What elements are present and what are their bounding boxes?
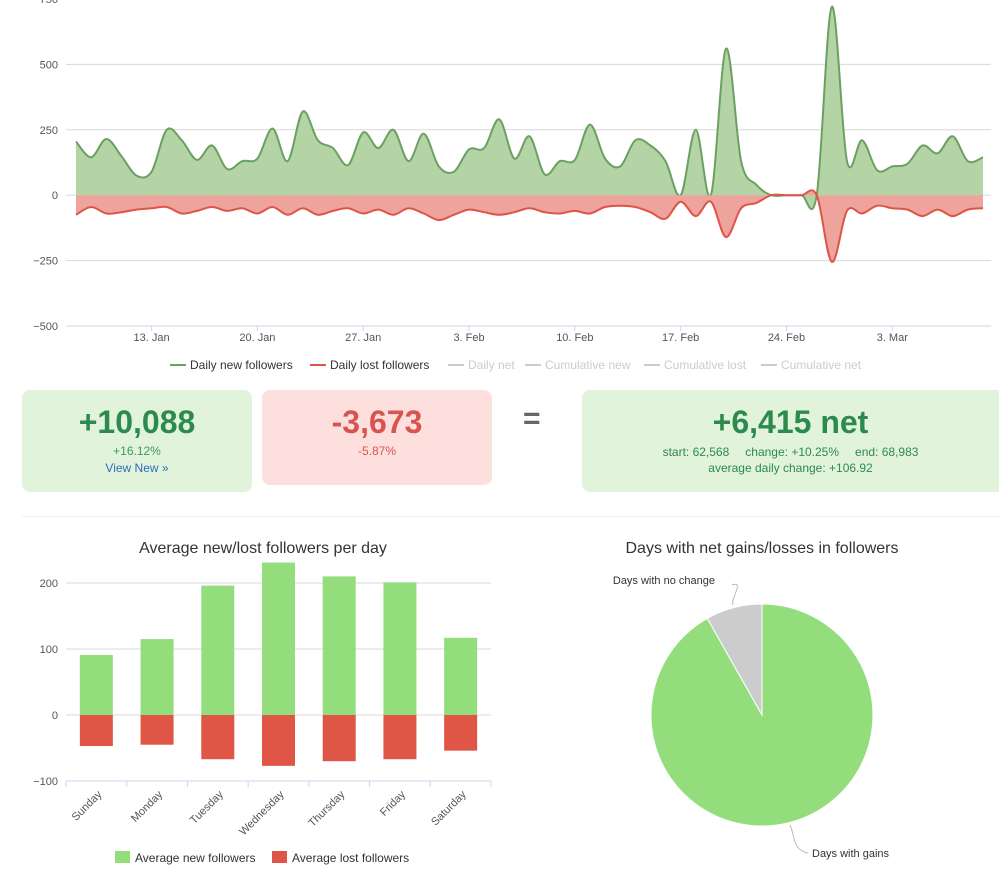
bar-new-followers	[201, 585, 235, 715]
x-tick-label: Monday	[129, 788, 166, 825]
legend-swatch	[272, 851, 287, 863]
bar-new-followers	[262, 562, 295, 715]
legend-label: Cumulative lost	[664, 358, 747, 372]
x-tick-label: 13. Jan	[134, 332, 170, 344]
x-tick-label: 3. Feb	[453, 332, 484, 344]
bar-lost-followers	[322, 715, 356, 762]
new-followers-line	[75, 5, 984, 211]
lost-followers-area	[76, 190, 983, 263]
pie-slice-gains	[650, 603, 874, 827]
equals-sign: =	[523, 402, 541, 435]
y-tick-label: 100	[40, 644, 58, 656]
y-tick-label: 200	[40, 578, 58, 590]
legend-label: Cumulative net	[781, 358, 862, 372]
bar-lost-followers	[383, 715, 417, 760]
y-tick-label: 0	[52, 190, 58, 202]
bar-lost-followers	[262, 715, 295, 766]
net-followers-card: +6,415 net start: 62,568 change: +10.25% e…	[582, 390, 999, 492]
start-value: start: 62,568	[662, 445, 730, 459]
bar-new-followers	[383, 582, 417, 715]
bar-chart-title: Average new/lost followers per day	[139, 540, 387, 557]
change-value: change: +10.25%	[745, 445, 840, 459]
x-tick-label: Saturday	[429, 788, 469, 828]
bar-lost-followers	[79, 715, 113, 747]
pie-label-no-change: Days with no change	[613, 575, 715, 587]
end-value: end: 68,983	[855, 445, 919, 459]
y-tick-label: 750	[40, 0, 58, 6]
lost-followers-pct: -5.87%	[357, 444, 397, 458]
legend-item[interactable]: Average lost followers	[272, 851, 409, 865]
bar-new-followers	[444, 637, 478, 715]
legend-item[interactable]: Average new followers	[115, 851, 256, 865]
new-followers-pct: +16.12%	[113, 444, 161, 458]
x-tick-label: 3. Mar	[877, 332, 909, 344]
x-tick-label: Thursday	[306, 788, 347, 829]
section-divider	[22, 516, 999, 517]
label-connector	[789, 824, 809, 854]
net-followers-total: +6,415 net	[712, 404, 869, 440]
x-tick-label: 17. Feb	[662, 332, 699, 344]
net-days-pie-chart: Days with net gains/losses in followers D…	[613, 540, 899, 860]
legend-item[interactable]: Cumulative lost	[644, 358, 747, 372]
pie-slice-no-change	[706, 603, 763, 717]
legend-label: Daily new followers	[190, 358, 293, 372]
lost-followers-card: -3,673 -5.87%	[262, 390, 492, 485]
bar-lost-followers	[201, 715, 235, 760]
y-tick-label: −500	[33, 321, 58, 333]
legend-item[interactable]: Daily net	[448, 358, 515, 372]
y-tick-label: −250	[33, 256, 58, 268]
y-tick-label: 0	[52, 710, 58, 722]
legend-label: Cumulative new	[545, 358, 631, 372]
y-tick-label: 250	[40, 125, 58, 137]
legend-swatch	[115, 851, 130, 863]
x-tick-label: 10. Feb	[556, 332, 593, 344]
legend-label: Average lost followers	[292, 851, 409, 865]
average-daily-change: average daily change: +106.92	[708, 461, 873, 475]
new-followers-card: +10,088 +16.12% View New »	[22, 390, 252, 492]
x-tick-label: Wednesday	[237, 788, 287, 838]
y-tick-label: 500	[40, 59, 58, 71]
pie-label-gains: Days with gains	[812, 848, 890, 860]
bar-new-followers	[79, 654, 113, 715]
x-tick-label: 27. Jan	[345, 332, 381, 344]
legend-item[interactable]: Daily new followers	[170, 358, 293, 372]
y-tick-label: −100	[33, 776, 58, 788]
legend-label: Daily net	[468, 358, 515, 372]
legend-label: Average new followers	[135, 851, 256, 865]
legend-item[interactable]: Daily lost followers	[310, 358, 429, 372]
lost-followers-line	[75, 189, 984, 263]
x-tick-label: Friday	[378, 788, 408, 818]
bar-lost-followers	[444, 715, 478, 751]
legend-item[interactable]: Cumulative net	[761, 358, 862, 372]
legend-item[interactable]: Cumulative new	[525, 358, 631, 372]
net-followers-details: start: 62,568 change: +10.25% end: 68,983	[582, 445, 999, 459]
x-tick-label: 24. Feb	[768, 332, 805, 344]
bar-new-followers	[322, 576, 356, 715]
bar-lost-followers	[140, 715, 174, 745]
lost-followers-total: -3,673	[331, 404, 423, 440]
new-followers-total: +10,088	[78, 404, 196, 440]
x-tick-label: 20. Jan	[239, 332, 275, 344]
view-new-link[interactable]: View New »	[105, 461, 169, 475]
label-connector	[731, 583, 738, 606]
weekday-bar-chart: Average new/lost followers per day −100 0 1…	[33, 540, 492, 865]
pie-chart-title: Days with net gains/losses in followers	[625, 540, 898, 557]
x-tick-label: Tuesday	[188, 788, 226, 826]
followers-timeline-chart: −500 −250 0 250 500 750 13. Jan 20. Jan 27. Jan 3…	[33, 0, 991, 372]
bar-new-followers	[140, 639, 174, 715]
new-followers-area	[76, 6, 983, 210]
x-tick-label: Sunday	[70, 788, 105, 823]
legend-label: Daily lost followers	[330, 358, 429, 372]
